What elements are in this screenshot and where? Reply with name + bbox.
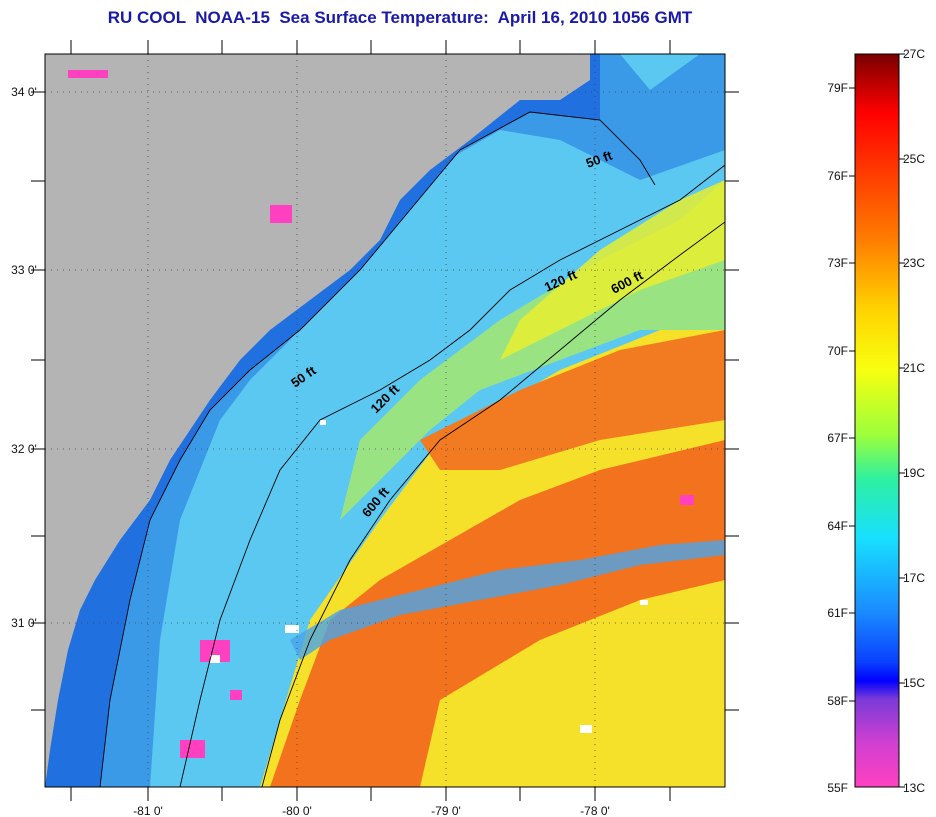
colorbar-c-label: 17C <box>903 571 925 585</box>
lon-label: -78 0' <box>580 804 610 817</box>
colorbar-f-label: 58F <box>827 694 848 708</box>
lon-label: -81 0' <box>133 804 163 817</box>
lon-label: -80 0' <box>282 804 312 817</box>
colorbar-f-label: 55F <box>827 781 848 795</box>
sst-image <box>45 54 725 787</box>
colorbar-f-label: 64F <box>827 519 848 533</box>
colorbar-c-label: 15C <box>903 676 925 690</box>
colorbar-c-label: 21C <box>903 361 925 375</box>
colorbar-c-label: 25C <box>903 152 925 166</box>
colorbar-c-label: 27C <box>903 47 925 61</box>
colorbar-c-label: 13C <box>903 781 925 795</box>
colorbar-f-label: 76F <box>827 169 848 183</box>
lat-label: 33 0' <box>11 263 37 277</box>
colorbar-c-label: 23C <box>903 256 925 270</box>
colorbar-c-label: 19C <box>903 466 925 480</box>
colorbar-f-label: 70F <box>827 344 848 358</box>
map-frame <box>44 53 726 788</box>
land-mass <box>45 54 590 787</box>
map-title: RU COOL NOAA-15 Sea Surface Temperature:… <box>107 8 693 27</box>
lon-label: -79 0' <box>431 804 461 817</box>
colorbar <box>854 53 900 788</box>
lat-label: 34 0' <box>11 85 37 99</box>
lat-label: 32 0' <box>11 442 37 456</box>
colorbar-f-label: 79F <box>827 81 848 95</box>
colorbar-f-label: 73F <box>827 256 848 270</box>
colorbar-f-label: 67F <box>827 431 848 445</box>
lat-label: 31 0' <box>11 616 37 630</box>
colorbar-f-label: 61F <box>827 606 848 620</box>
